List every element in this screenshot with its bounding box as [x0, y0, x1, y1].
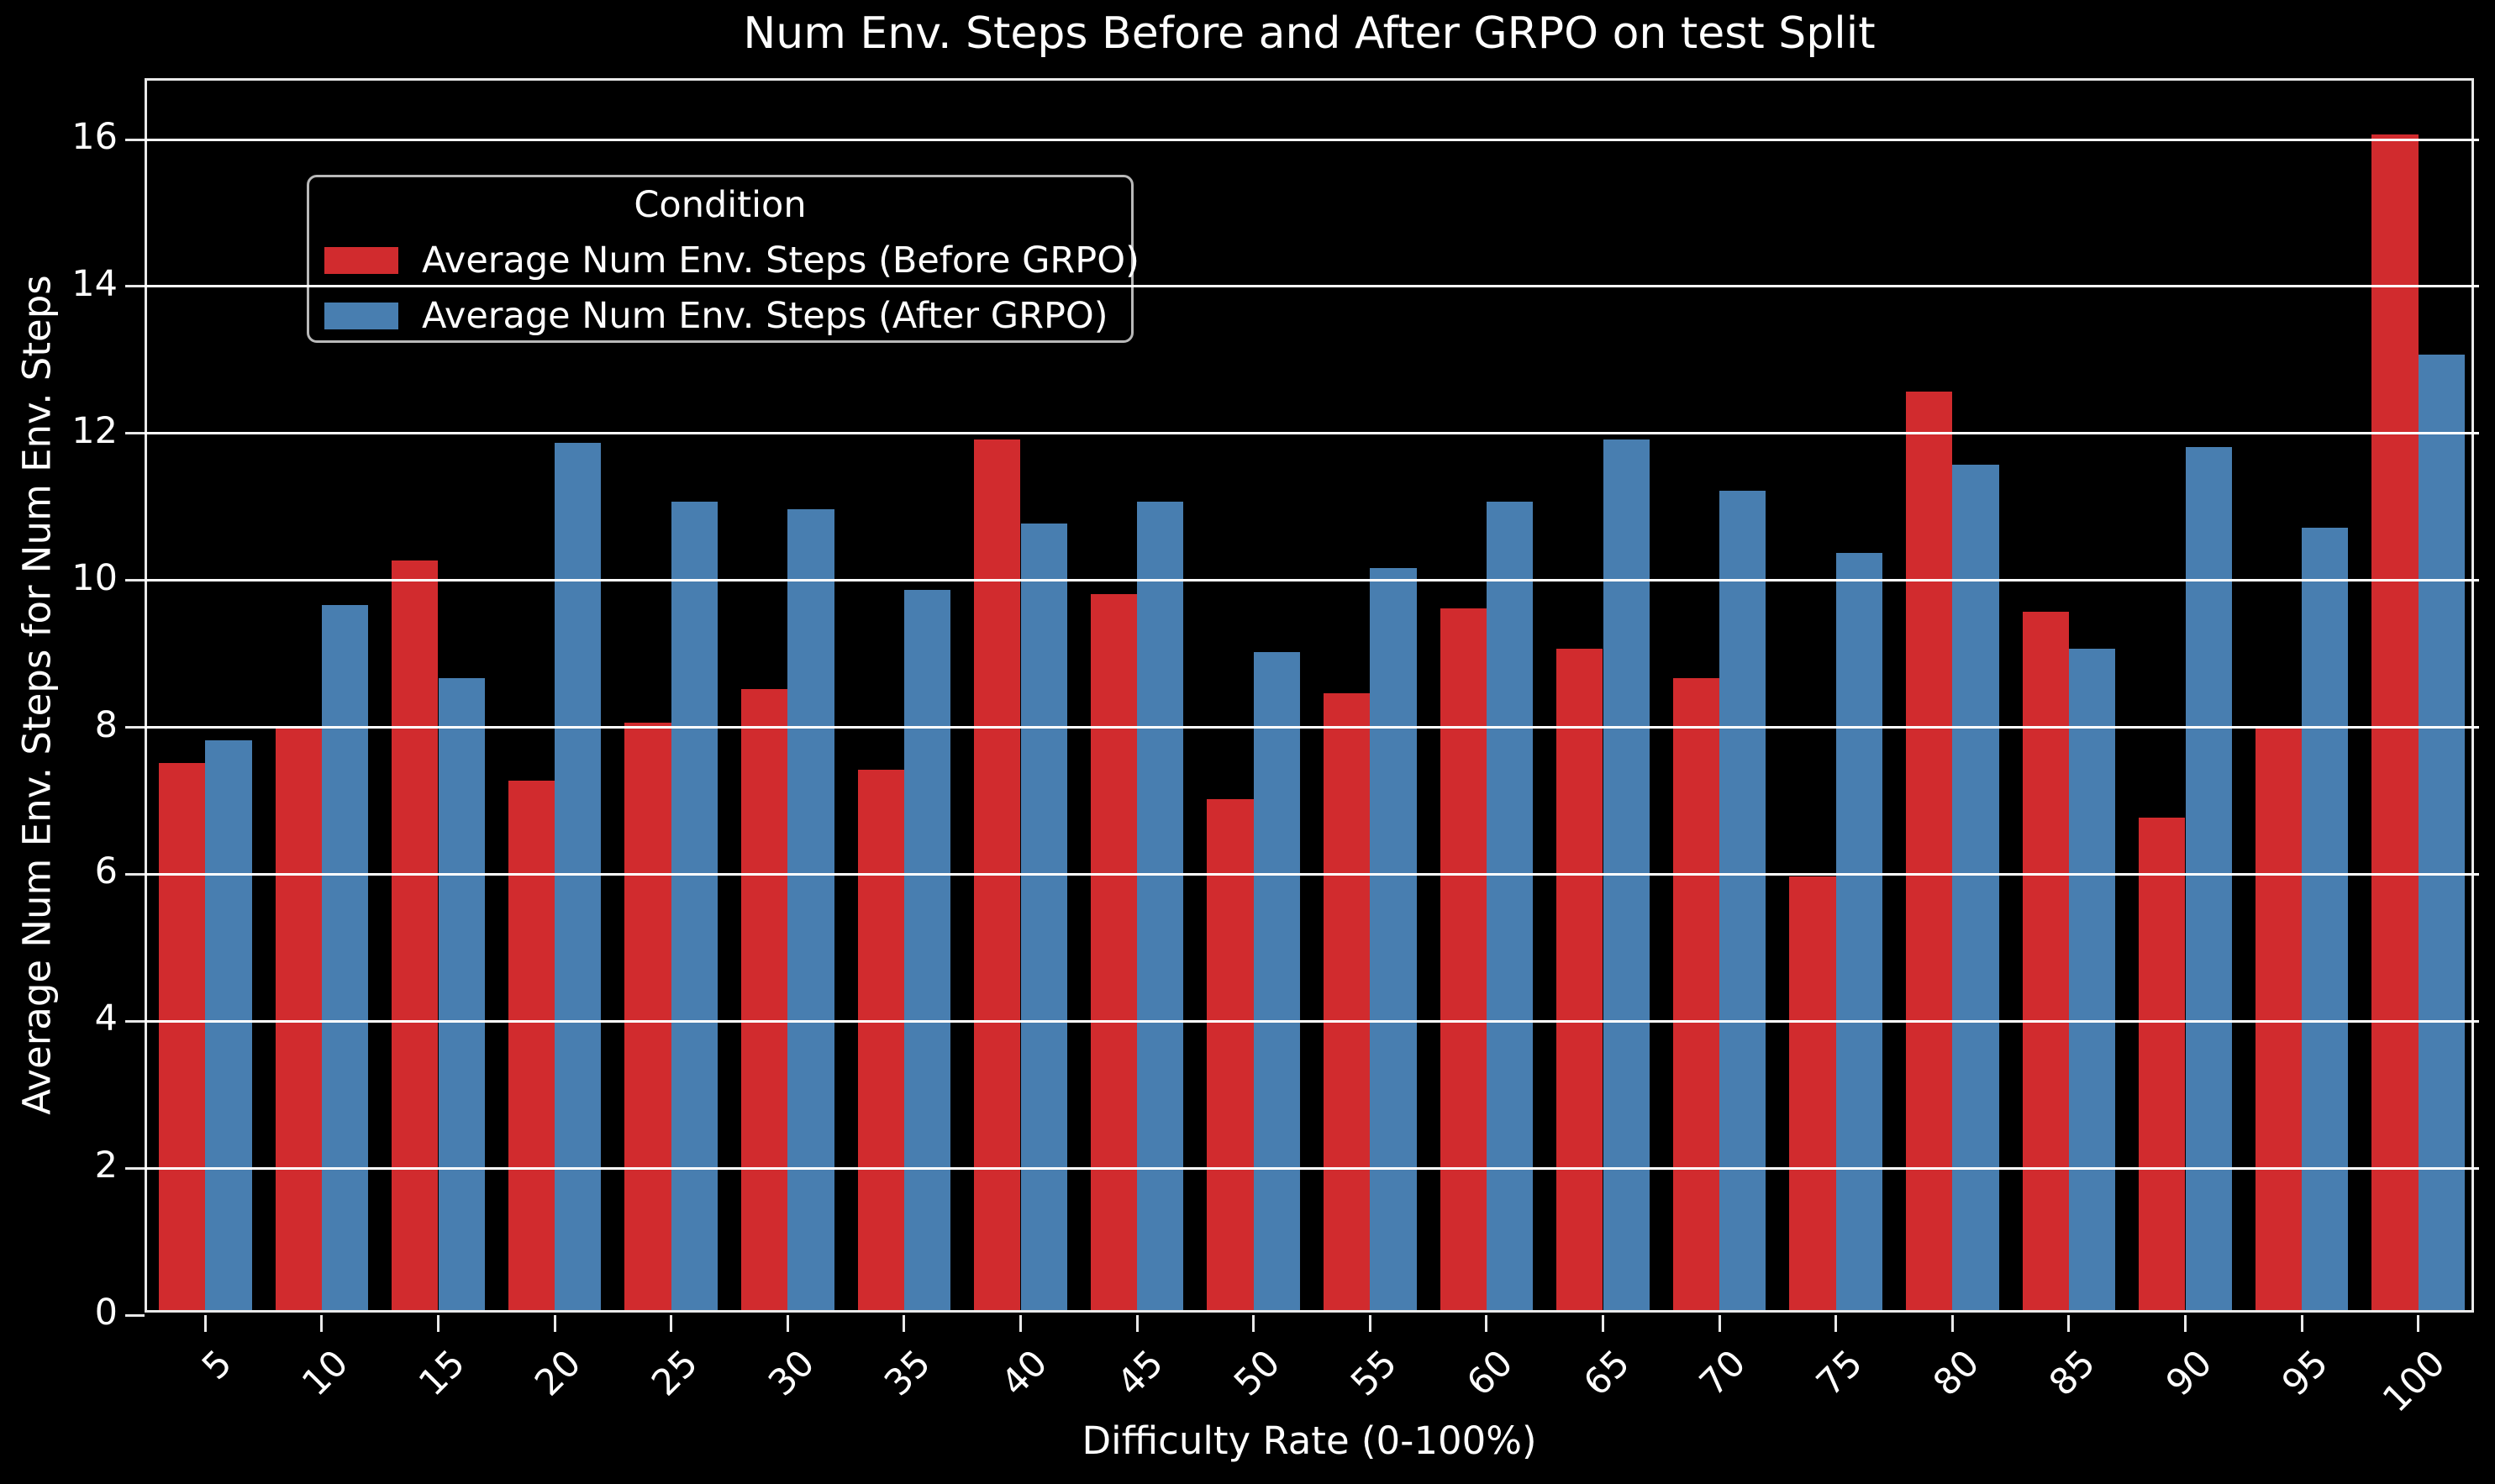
bar-after-100	[2418, 355, 2466, 1310]
bar-after-70	[1719, 491, 1766, 1310]
gridline-y-14	[145, 285, 2479, 288]
x-axis-label: Difficulty Rate (0-100%)	[1082, 1418, 1537, 1463]
y-tick-12	[125, 432, 145, 435]
bar-after-85	[2068, 649, 2116, 1310]
legend-label-after: Average Num Env. Steps (After GRPO)	[422, 295, 1108, 337]
bar-before-60	[1440, 608, 1487, 1310]
y-tick-label-16: 16	[71, 116, 118, 158]
bar-before-10	[275, 725, 322, 1310]
x-tick-15	[437, 1315, 440, 1332]
bar-before-75	[1789, 876, 1836, 1310]
bar-before-35	[857, 770, 904, 1310]
plot-area: Condition Average Num Env. Steps (Before…	[125, 78, 2479, 1332]
x-tick-35	[903, 1315, 906, 1332]
x-tick-80	[1950, 1315, 1954, 1332]
y-tick-16	[125, 138, 145, 141]
x-tick-60	[1485, 1315, 1488, 1332]
bar-after-90	[2185, 446, 2232, 1310]
bar-after-60	[1486, 502, 1534, 1310]
bar-after-40	[1020, 524, 1067, 1310]
gridline-y-12	[145, 432, 2479, 435]
x-tick-100	[2417, 1315, 2420, 1332]
x-tick-45	[1135, 1315, 1139, 1332]
gridline-y-6	[145, 872, 2479, 876]
bar-after-30	[787, 508, 834, 1310]
bar-before-5	[158, 762, 206, 1310]
bar-after-20	[555, 443, 602, 1310]
legend-item-after: Average Num Env. Steps (After GRPO)	[324, 295, 1116, 337]
chart-title: Num Env. Steps Before and After GRPO on …	[743, 8, 1876, 59]
y-tick-label-12: 12	[71, 409, 118, 452]
y-tick-14	[125, 285, 145, 288]
bar-before-45	[1090, 593, 1138, 1310]
x-tick-10	[320, 1315, 324, 1332]
bar-before-55	[1323, 692, 1371, 1310]
bar-after-5	[205, 740, 252, 1310]
bar-after-15	[438, 678, 485, 1310]
bar-before-95	[2255, 725, 2303, 1310]
x-tick-20	[553, 1315, 556, 1332]
gridline-y-8	[145, 726, 2479, 729]
y-tick-label-6: 6	[94, 850, 118, 893]
bar-after-25	[671, 502, 718, 1310]
bar-after-35	[903, 590, 951, 1310]
bar-after-95	[2302, 527, 2349, 1310]
y-tick-label-14: 14	[71, 262, 118, 305]
gridline-y-16	[145, 138, 2479, 141]
x-tick-55	[1368, 1315, 1371, 1332]
gridline-y-4	[145, 1019, 2479, 1023]
bar-before-90	[2139, 818, 2186, 1310]
legend: Condition Average Num Env. Steps (Before…	[307, 175, 1140, 343]
bar-after-55	[1370, 567, 1417, 1310]
bar-before-80	[1905, 392, 1953, 1310]
bar-after-45	[1137, 502, 1184, 1310]
x-tick-95	[2300, 1315, 2303, 1332]
y-tick-label-4: 4	[94, 997, 118, 1040]
bar-before-25	[624, 722, 671, 1310]
bar-before-20	[508, 781, 555, 1310]
legend-label-before: Average Num Env. Steps (Before GRPO)	[422, 239, 1140, 282]
x-tick-25	[670, 1315, 673, 1332]
y-tick-8	[125, 726, 145, 729]
y-axis-label: Average Num Env. Steps for Num Env. Step…	[14, 275, 60, 1115]
bar-after-75	[1835, 553, 1883, 1310]
y-tick-0	[125, 1313, 145, 1317]
bar-before-50	[1207, 799, 1254, 1310]
x-tick-50	[1252, 1315, 1255, 1332]
x-tick-75	[1834, 1315, 1838, 1332]
y-tick-4	[125, 1019, 145, 1023]
bar-before-15	[392, 560, 439, 1310]
y-tick-label-0: 0	[94, 1292, 118, 1334]
gridline-y-2	[145, 1166, 2479, 1170]
bar-before-85	[2022, 612, 2069, 1310]
bar-before-65	[1556, 649, 1603, 1310]
gridline-y-10	[145, 579, 2479, 582]
y-tick-label-2: 2	[94, 1145, 118, 1187]
x-tick-30	[786, 1315, 789, 1332]
legend-item-before: Average Num Env. Steps (Before GRPO)	[324, 239, 1140, 282]
x-tick-70	[1718, 1315, 1721, 1332]
y-tick-2	[125, 1166, 145, 1170]
bar-after-80	[1952, 465, 1999, 1310]
x-tick-5	[203, 1315, 207, 1332]
bar-before-100	[2371, 134, 2419, 1310]
x-tick-85	[2067, 1315, 2071, 1332]
y-tick-label-8: 8	[94, 703, 118, 746]
legend-swatch-before-icon	[324, 247, 398, 274]
y-tick-10	[125, 579, 145, 582]
x-tick-65	[1602, 1315, 1604, 1332]
x-tick-40	[1019, 1315, 1022, 1332]
legend-title: Condition	[634, 184, 807, 226]
legend-swatch-after-icon	[324, 303, 398, 329]
bar-before-30	[740, 689, 788, 1310]
x-tick-90	[2184, 1315, 2187, 1332]
bar-after-10	[321, 604, 369, 1310]
y-tick-6	[125, 872, 145, 876]
bar-before-70	[1672, 678, 1720, 1310]
y-tick-label-10: 10	[71, 556, 118, 599]
bar-after-50	[1253, 652, 1301, 1310]
